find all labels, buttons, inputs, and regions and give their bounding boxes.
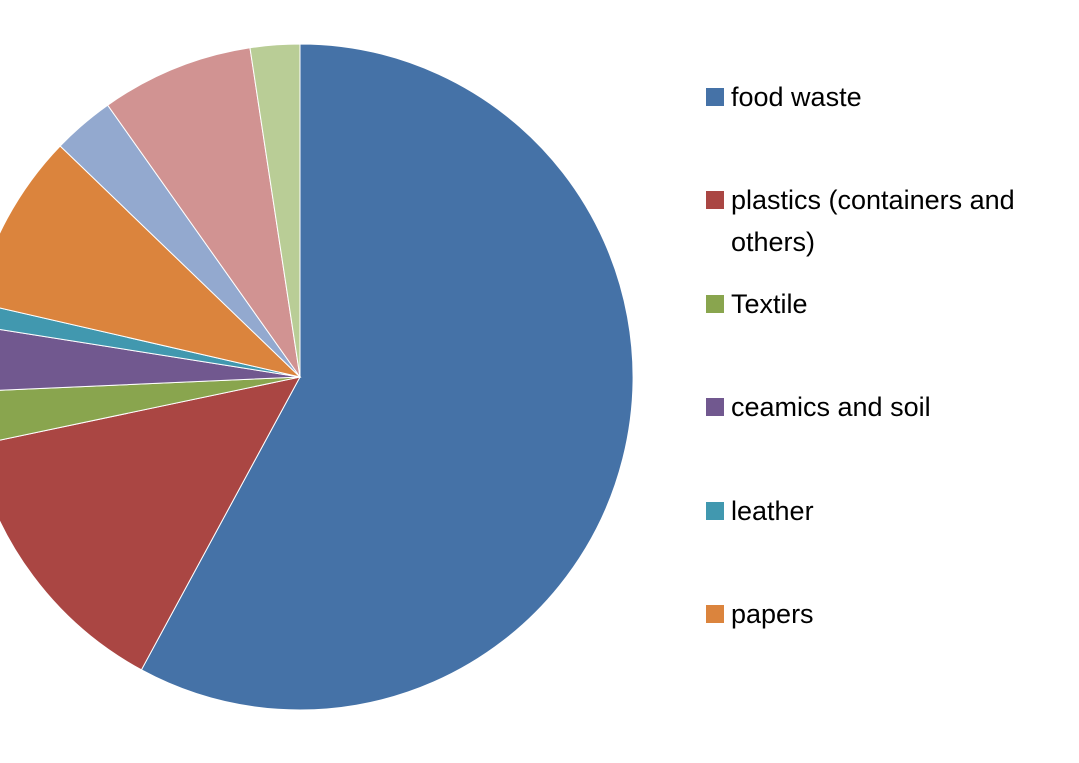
legend-entry: Textile bbox=[706, 283, 1051, 325]
legend-label: plastics (containers and others) bbox=[731, 185, 1015, 258]
legend-entry: food waste bbox=[706, 76, 1051, 118]
legend-swatch bbox=[706, 294, 724, 313]
legend-entry: plastics (containers and others) bbox=[706, 179, 1051, 263]
pie-slice bbox=[249, 43, 301, 378]
legend-entry: leather bbox=[706, 490, 1051, 532]
pie-slice bbox=[0, 145, 302, 378]
legend-swatch bbox=[706, 501, 724, 520]
legend-entry: papers bbox=[706, 593, 1051, 635]
pie-slice bbox=[0, 328, 301, 391]
pie-slice bbox=[0, 376, 301, 441]
legend-swatch bbox=[706, 191, 724, 210]
pie-area bbox=[0, 43, 634, 711]
legend-label: leather bbox=[731, 495, 814, 526]
legend-label: papers bbox=[731, 599, 814, 629]
pie-slice bbox=[140, 43, 634, 711]
legend-label: Textile bbox=[731, 288, 808, 319]
pie-slice bbox=[106, 47, 301, 378]
pie-slice bbox=[0, 376, 301, 671]
legend-swatch bbox=[706, 88, 724, 106]
legend-entry: ceamics and soil bbox=[706, 386, 1051, 428]
legend-label: ceamics and soil bbox=[731, 392, 931, 423]
legend-swatch bbox=[706, 605, 724, 623]
legend-swatch bbox=[706, 398, 724, 417]
legend-label: food waste bbox=[731, 82, 862, 112]
